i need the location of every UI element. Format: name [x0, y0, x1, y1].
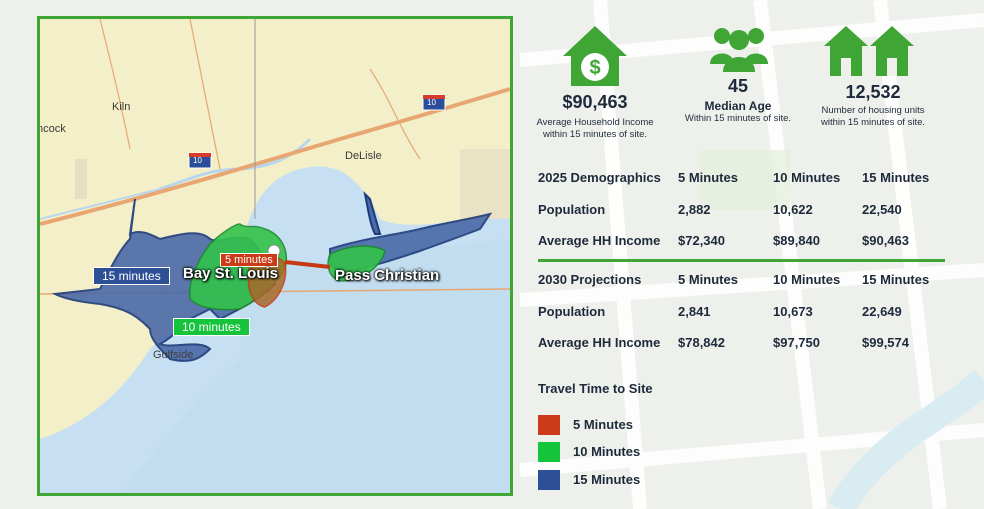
legend-swatch — [538, 415, 560, 435]
table-cell: $99,574 — [862, 335, 909, 350]
stat-value: $90,463 — [562, 92, 628, 112]
map-panel[interactable]: Kiln ncock DeLisle Gulfside 10 10 15 min… — [37, 16, 513, 496]
houses-icon — [824, 26, 914, 76]
table-cell: $90,463 — [862, 233, 909, 248]
road — [99, 19, 131, 150]
legend-title: Travel Time to Site — [538, 381, 653, 396]
bridge — [284, 260, 331, 269]
highway-shield-icon — [422, 94, 446, 111]
river — [40, 188, 161, 220]
table-row: Population 2,841 10,673 22,649 — [538, 304, 948, 324]
table-cell: 22,540 — [862, 202, 902, 217]
tag-15-minutes: 15 minutes — [93, 267, 170, 285]
region-label-pass-christian: Pass Christian — [335, 267, 440, 284]
table-header: 15 Minutes — [862, 170, 930, 185]
people-icon — [710, 28, 768, 72]
table-header: 10 Minutes — [773, 170, 841, 185]
table-cell: 10,673 — [773, 304, 813, 319]
legend-label: 5 Minutes — [573, 417, 633, 432]
section-divider — [538, 259, 945, 262]
table-row: Population 2,882 10,622 22,540 — [538, 202, 948, 222]
stat-label: Median Age — [704, 99, 772, 113]
table-cell: Population — [538, 202, 606, 217]
road — [189, 19, 221, 170]
legend-swatch — [538, 442, 560, 462]
stat-subtitle: Within 15 minutes of site. — [684, 113, 792, 124]
urban-area — [75, 159, 87, 199]
place-label: ncock — [37, 123, 66, 135]
stat-subtitle: Number of housing units — [821, 105, 925, 116]
stat-housing-units: 12,532 Number of housing units within 15… — [800, 82, 946, 129]
house-dollar-icon: $ — [563, 26, 627, 86]
table-cell: 22,649 — [862, 304, 902, 319]
stat-subtitle: within 15 minutes of site. — [542, 129, 648, 140]
table-header: 2025 Demographics — [538, 170, 661, 185]
place-label: Kiln — [112, 101, 131, 113]
table-row: Average HH Income $72,340 $89,840 $90,46… — [538, 233, 948, 253]
table-cell: 10,622 — [773, 202, 813, 217]
zone-15-minutes — [363, 190, 382, 235]
svg-text:$: $ — [589, 57, 600, 79]
place-label: Gulfside — [153, 349, 194, 361]
stat-value: 45 — [727, 76, 749, 96]
table-row: Average HH Income $78,842 $97,750 $99,57… — [538, 335, 948, 355]
gulf-water — [120, 239, 510, 493]
table-header: 15 Minutes — [862, 272, 930, 287]
table-header: 10 Minutes — [773, 272, 841, 287]
table-cell: $97,750 — [773, 335, 820, 350]
highway-shield-label: 10 — [427, 98, 436, 107]
table-cell: $72,340 — [678, 233, 725, 248]
table-cell: $78,842 — [678, 335, 725, 350]
table-header: 5 Minutes — [678, 272, 738, 287]
table-cell: Average HH Income — [538, 335, 661, 350]
stat-household-income: $90,463 Average Household Income within … — [520, 92, 670, 141]
zone-10-minutes — [327, 245, 386, 282]
table-cell: Average HH Income — [538, 233, 661, 248]
table-header: 2030 Projections — [538, 272, 642, 287]
table-cell: $89,840 — [773, 233, 820, 248]
table-header-row: 2030 Projections 5 Minutes 10 Minutes 15… — [538, 272, 948, 292]
urban-area — [460, 149, 510, 219]
tag-5-minutes: 5 minutes — [220, 253, 278, 267]
place-label: DeLisle — [345, 150, 382, 162]
region-label-bay-st-louis: Bay St. Louis — [183, 265, 279, 282]
stat-subtitle: Average Household Income — [536, 117, 654, 128]
road — [369, 68, 421, 160]
stat-value: 12,532 — [845, 82, 901, 102]
interstate-10 — [40, 87, 510, 226]
legend-label: 15 Minutes — [573, 472, 641, 487]
table-header: 5 Minutes — [678, 170, 738, 185]
table-cell: 2,882 — [678, 202, 711, 217]
table-cell: 2,841 — [678, 304, 711, 319]
map-canvas — [40, 19, 510, 493]
legend-swatch — [538, 470, 560, 490]
table-cell: Population — [538, 304, 606, 319]
highway-shield-label: 10 — [193, 156, 202, 165]
highway-shield-icon — [188, 152, 212, 169]
stat-subtitle: within 15 minutes of site. — [820, 117, 926, 128]
table-header-row: 2025 Demographics 5 Minutes 10 Minutes 1… — [538, 170, 948, 190]
legend-label: 10 Minutes — [573, 444, 641, 459]
stat-median-age: 45 Median Age Within 15 minutes of site. — [668, 76, 808, 125]
tag-10-minutes: 10 minutes — [173, 318, 250, 336]
